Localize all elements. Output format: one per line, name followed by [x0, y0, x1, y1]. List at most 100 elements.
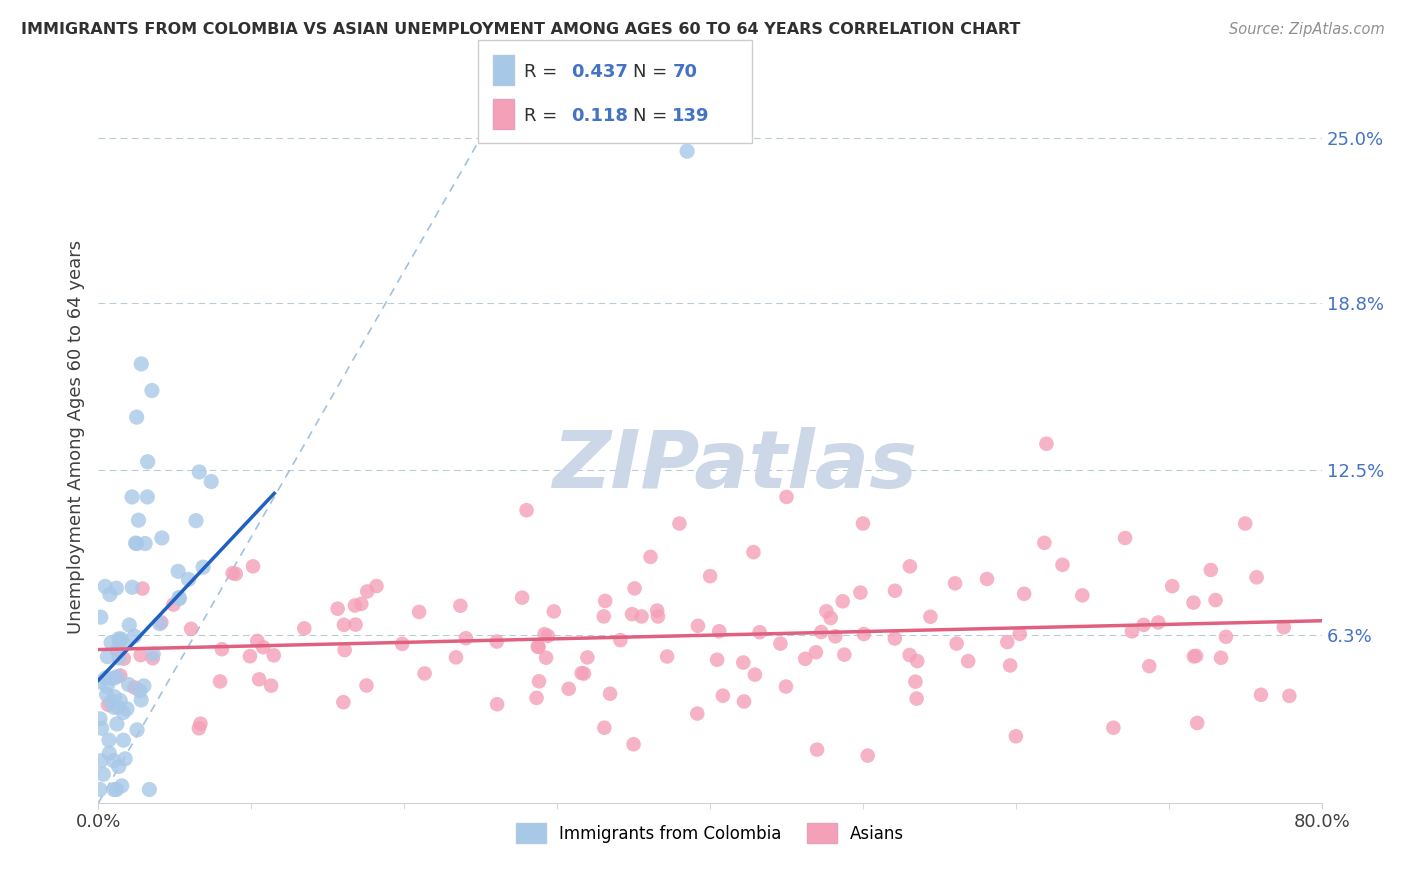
Point — [883, 632, 905, 646]
Point — [150, 531, 173, 545]
Point — [391, 637, 413, 651]
Text: R =: R = — [524, 63, 562, 81]
Point — [898, 648, 921, 662]
Point — [105, 782, 128, 797]
Point — [576, 650, 599, 665]
Point — [592, 609, 614, 624]
Point — [733, 694, 755, 708]
Point — [356, 678, 378, 692]
Point — [131, 582, 153, 596]
Bar — [494, 55, 513, 85]
Point — [97, 733, 120, 747]
Point — [110, 632, 132, 646]
Point — [1234, 516, 1257, 531]
Text: ZIPatlas: ZIPatlas — [553, 427, 917, 506]
Point — [356, 584, 378, 599]
Text: 0.118: 0.118 — [571, 107, 628, 125]
Text: IMMIGRANTS FROM COLOMBIA VS ASIAN UNEMPLOYMENT AMONG AGES 60 TO 64 YEARS CORRELA: IMMIGRANTS FROM COLOMBIA VS ASIAN UNEMPL… — [21, 22, 1021, 37]
Point — [804, 645, 827, 659]
Point — [1185, 716, 1208, 731]
Point — [141, 384, 163, 398]
Point — [775, 680, 797, 694]
Point — [1199, 563, 1222, 577]
Point — [1182, 596, 1205, 610]
Point — [121, 580, 143, 594]
Point — [668, 516, 690, 531]
Point — [1185, 648, 1208, 663]
Point — [1071, 588, 1094, 602]
Point — [543, 604, 565, 618]
Point — [105, 670, 128, 684]
Point — [191, 560, 214, 574]
Point — [1008, 627, 1031, 641]
Point — [742, 545, 765, 559]
Point — [332, 695, 354, 709]
Point — [699, 569, 721, 583]
Point — [89, 712, 111, 726]
Point — [333, 643, 356, 657]
Point — [132, 679, 155, 693]
Point — [103, 690, 125, 704]
Point — [413, 666, 436, 681]
Point — [98, 746, 121, 760]
Point — [124, 681, 146, 695]
Point — [184, 514, 207, 528]
Point — [647, 609, 669, 624]
Point — [640, 549, 662, 564]
Point — [527, 640, 550, 654]
Point — [1052, 558, 1074, 572]
Point — [486, 697, 509, 711]
Point — [1012, 587, 1035, 601]
Point — [115, 702, 138, 716]
Point — [593, 594, 616, 608]
Point — [124, 629, 146, 643]
Point — [343, 599, 366, 613]
Point — [905, 654, 928, 668]
Point — [1132, 618, 1154, 632]
Point — [117, 677, 139, 691]
Point — [444, 650, 467, 665]
Point — [748, 625, 770, 640]
Point — [1278, 689, 1301, 703]
Point — [623, 737, 645, 751]
Point — [744, 667, 766, 681]
Text: N =: N = — [633, 107, 673, 125]
Point — [676, 144, 699, 158]
Point — [526, 690, 548, 705]
Point — [209, 674, 232, 689]
Point — [904, 674, 927, 689]
Point — [169, 591, 191, 606]
Point — [263, 648, 285, 663]
Point — [995, 635, 1018, 649]
Point — [1114, 531, 1136, 545]
Point — [96, 649, 118, 664]
Point — [510, 591, 533, 605]
Point — [957, 654, 980, 668]
Point — [1147, 615, 1170, 630]
Point — [534, 650, 557, 665]
Point — [149, 616, 172, 631]
Point — [98, 587, 121, 601]
Point — [733, 656, 755, 670]
Point — [1272, 620, 1295, 634]
Point — [111, 779, 134, 793]
Point — [96, 679, 118, 693]
Point — [96, 687, 118, 701]
Point — [1004, 729, 1026, 743]
Point — [943, 576, 966, 591]
Point — [129, 693, 152, 707]
Point — [533, 627, 555, 641]
Point — [125, 536, 148, 550]
Point — [114, 752, 136, 766]
Point — [824, 629, 846, 643]
Point — [1121, 624, 1143, 639]
Point — [167, 591, 190, 605]
Point — [138, 782, 160, 797]
Point — [97, 698, 120, 712]
Point — [820, 611, 842, 625]
Point — [709, 624, 731, 639]
Point — [242, 559, 264, 574]
Point — [1246, 570, 1268, 584]
Point — [91, 767, 114, 781]
Point — [221, 566, 243, 581]
